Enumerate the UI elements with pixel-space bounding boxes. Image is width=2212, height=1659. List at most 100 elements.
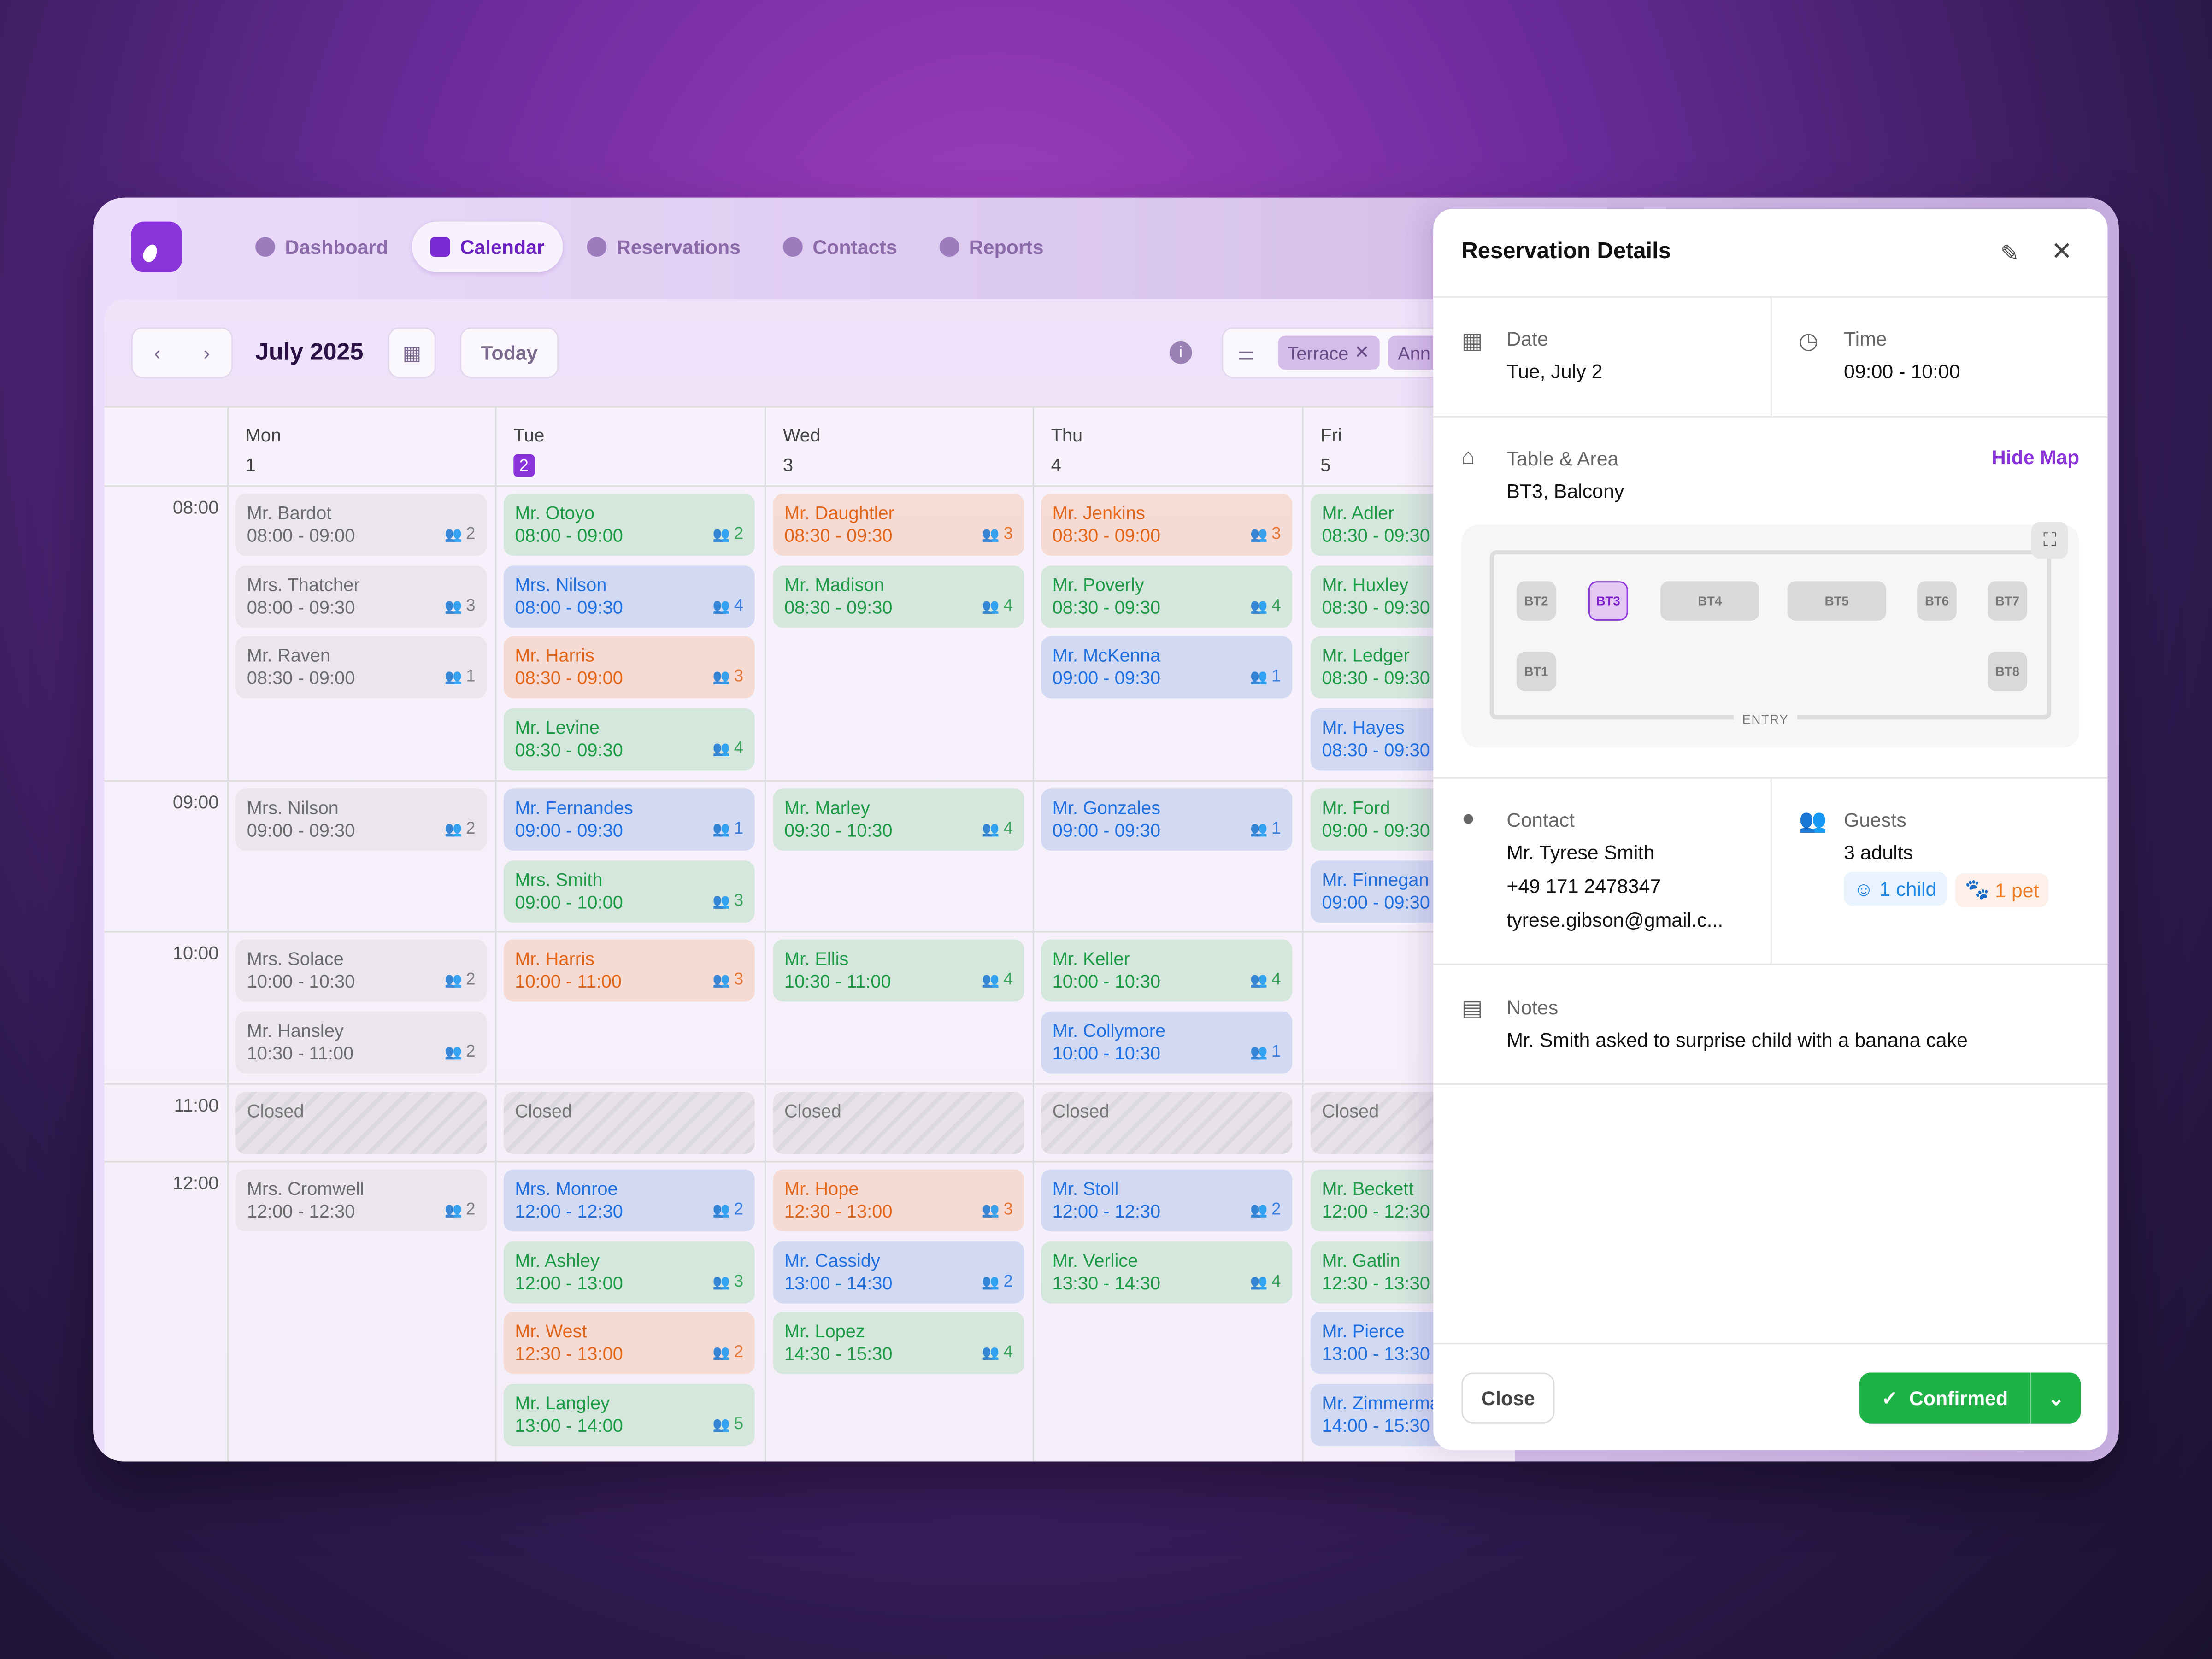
reservation-card[interactable]: Mr. Collymore 10:00 - 10:30 👥 1 (1041, 1011, 1293, 1073)
date-picker-button[interactable]: ▦ (388, 327, 436, 378)
closed-slot: Closed (235, 1092, 487, 1154)
reservation-time: 09:30 - 10:30 (784, 819, 893, 841)
tab-contacts[interactable]: Contacts (765, 222, 915, 272)
tab-dashboard[interactable]: Dashboard (237, 222, 406, 272)
tab-calendar[interactable]: Calendar (412, 221, 563, 272)
close-icon[interactable]: ✕ (2051, 237, 2073, 265)
reservation-time: 08:30 - 09:00 (515, 667, 623, 689)
reservation-card[interactable]: Mr. Jenkins 08:30 - 09:00 👥 3 (1041, 494, 1293, 556)
hide-map-link[interactable]: Hide Map (1991, 446, 2080, 469)
reservation-card[interactable]: Mr. Harris 08:30 - 09:00 👥 3 (503, 636, 755, 699)
reservation-card[interactable]: Mr. Stoll 12:00 - 12:30 👥 2 (1041, 1169, 1293, 1232)
chevron-right-icon[interactable]: › (203, 341, 210, 364)
table-bt3[interactable]: BT3 (1588, 581, 1628, 621)
reservation-card[interactable]: Mrs. Nilson 09:00 - 09:30 👥 2 (235, 788, 487, 851)
reservation-card[interactable]: Mr. Otoyo 08:00 - 09:00 👥 2 (503, 494, 755, 556)
users-icon: 👥 (1250, 527, 1272, 543)
users-icon: 👥 (1250, 973, 1272, 989)
users-icon: 👥 (444, 1203, 466, 1219)
tab-reservations[interactable]: Reservations (569, 222, 759, 272)
reservation-card[interactable]: Mr. Poverly 08:30 - 09:30 👥 4 (1041, 565, 1293, 627)
reservation-card[interactable]: Mr. Langley 13:00 - 14:00 👥 5 (503, 1383, 755, 1446)
reservation-card[interactable]: Mr. Gonzales 09:00 - 09:30 👥 1 (1041, 788, 1293, 851)
reservation-card[interactable]: Mr. Ashley 12:00 - 13:00 👥 3 (503, 1241, 755, 1303)
app-logo[interactable] (131, 221, 182, 272)
hour-label: 12:00 (172, 1172, 219, 1194)
reservation-card[interactable]: Mr. Daughtler 08:30 - 09:30 👥 3 (773, 494, 1024, 556)
reservation-card[interactable]: Mrs. Monroe 12:00 - 12:30 👥 2 (503, 1169, 755, 1232)
sliders-icon[interactable]: ⚌ (1237, 341, 1255, 364)
reservation-card[interactable]: Mr. Cassidy 13:00 - 14:30 👥 2 (773, 1241, 1024, 1303)
reservation-card[interactable]: Mr. Madison 08:30 - 09:30 👥 4 (773, 565, 1024, 627)
reservation-card[interactable]: Mr. Keller 10:00 - 10:30 👥 4 (1041, 939, 1293, 1002)
guest-count: 👥 4 (982, 594, 1013, 619)
reservation-card[interactable]: Mr. Lopez 14:30 - 15:30 👥 4 (773, 1312, 1024, 1375)
day-name: Tue (513, 424, 545, 446)
reservation-card[interactable]: Mr. Levine 08:30 - 09:30 👥 4 (503, 708, 755, 770)
users-icon: 👥 (1799, 810, 1827, 834)
guest-count-value: 4 (1271, 1270, 1281, 1290)
contact-email[interactable]: tyrese.gibson@gmail.c... (1506, 908, 1724, 931)
expand-icon[interactable]: ⛶ (2031, 522, 2068, 559)
table-bt5[interactable]: BT5 (1787, 581, 1886, 621)
table-bt6[interactable]: BT6 (1917, 581, 1957, 621)
guest-name: Mr. Hayes (1322, 716, 1405, 738)
guest-name: Mr. Gatlin (1322, 1249, 1400, 1271)
status-dropdown-chevron-icon[interactable]: ⌄ (2030, 1372, 2081, 1424)
table-bt2[interactable]: BT2 (1516, 581, 1556, 621)
reservation-card[interactable]: Mr. Fernandes 09:00 - 09:30 👥 1 (503, 788, 755, 851)
reservation-card[interactable]: Mr. Ellis 10:30 - 11:00 👥 4 (773, 939, 1024, 1002)
guest-name: Mr. Adler (1322, 502, 1394, 524)
filter-chip[interactable]: Ann (1388, 335, 1441, 370)
guest-name: Mr. Beckett (1322, 1178, 1414, 1200)
tab-reports[interactable]: Reports (921, 222, 1062, 272)
reservation-time: 12:00 - 12:30 (1052, 1200, 1161, 1222)
child-icon: ☺ (1853, 877, 1874, 900)
table-bt1[interactable]: BT1 (1516, 652, 1556, 691)
reservation-card[interactable]: Mr. Verlice 13:30 - 14:30 👥 4 (1041, 1241, 1293, 1303)
guest-count-value: 1 (1271, 666, 1281, 686)
chevron-left-icon[interactable]: ‹ (154, 341, 161, 364)
reservation-card[interactable]: Mrs. Thatcher 08:00 - 09:30 👥 3 (235, 565, 487, 627)
contact-phone[interactable]: +49 171 2478347 (1506, 874, 1661, 897)
reservation-card[interactable]: Mr. Hope 12:30 - 13:00 👥 3 (773, 1169, 1024, 1232)
users-icon: 👥 (712, 1346, 734, 1362)
remove-icon[interactable]: ✕ (1354, 341, 1370, 363)
reservation-card[interactable]: Mrs. Cromwell 12:00 - 12:30 👥 2 (235, 1169, 487, 1232)
table-bt8[interactable]: BT8 (1988, 652, 2027, 691)
edit-icon[interactable]: ✎ (2000, 242, 2019, 267)
reservation-card[interactable]: Mr. Bardot 08:00 - 09:00 👥 2 (235, 494, 487, 556)
reservation-card[interactable]: Mrs. Smith 09:00 - 10:00 👥 3 (503, 860, 755, 922)
guest-name: Mrs. Solace (247, 948, 344, 970)
hour-divider (104, 931, 1515, 933)
reservation-time: 09:00 - 09:30 (247, 819, 355, 841)
reservation-card[interactable]: Mrs. Nilson 08:00 - 09:30 👥 4 (503, 565, 755, 627)
table-bt4[interactable]: BT4 (1660, 581, 1759, 621)
guest-count: 👥 2 (445, 1039, 476, 1065)
reservation-card[interactable]: Mr. West 12:30 - 13:00 👥 2 (503, 1312, 755, 1375)
table-bt7[interactable]: BT7 (1988, 581, 2027, 621)
reservation-card[interactable]: Mrs. Solace 10:00 - 10:30 👥 2 (235, 939, 487, 1002)
hour-divider (104, 780, 1515, 782)
guest-name: Mr. Marley (784, 797, 870, 818)
reservation-card[interactable]: Mr. Hansley 10:30 - 11:00 👥 2 (235, 1011, 487, 1073)
confirmed-button[interactable]: ✓ Confirmed (1881, 1386, 2008, 1410)
today-button[interactable]: Today (459, 327, 559, 378)
paw-icon: 🐾 (1965, 877, 1989, 900)
info-icon[interactable]: i (1169, 341, 1192, 364)
reservation-details-panel: Reservation Details ✎ ✕ ▦ Date Tue, July … (1433, 209, 2108, 1450)
reservation-card[interactable]: Mr. Marley 09:30 - 10:30 👥 4 (773, 788, 1024, 851)
users-icon: 👥 (982, 973, 1004, 989)
close-button[interactable]: Close (1461, 1372, 1555, 1424)
reservation-card[interactable]: Mr. Raven 08:30 - 09:00 👥 1 (235, 636, 487, 699)
hour-label: 10:00 (172, 942, 219, 964)
guest-name: Mr. Hope (784, 1178, 859, 1200)
guest-count: 👥 4 (712, 594, 743, 619)
reservation-time: 08:30 - 09:30 (784, 596, 893, 618)
reservation-card[interactable]: Mr. Harris 10:00 - 11:00 👥 3 (503, 939, 755, 1002)
status-button: ✓ Confirmed ⌄ (1859, 1372, 2081, 1424)
guest-name: Mr. Hansley (247, 1019, 344, 1041)
reservation-card[interactable]: Mr. McKenna 09:00 - 09:30 👥 1 (1041, 636, 1293, 699)
filter-chip[interactable]: Terrace ✕ (1277, 335, 1380, 370)
users-icon: 👥 (444, 822, 466, 838)
